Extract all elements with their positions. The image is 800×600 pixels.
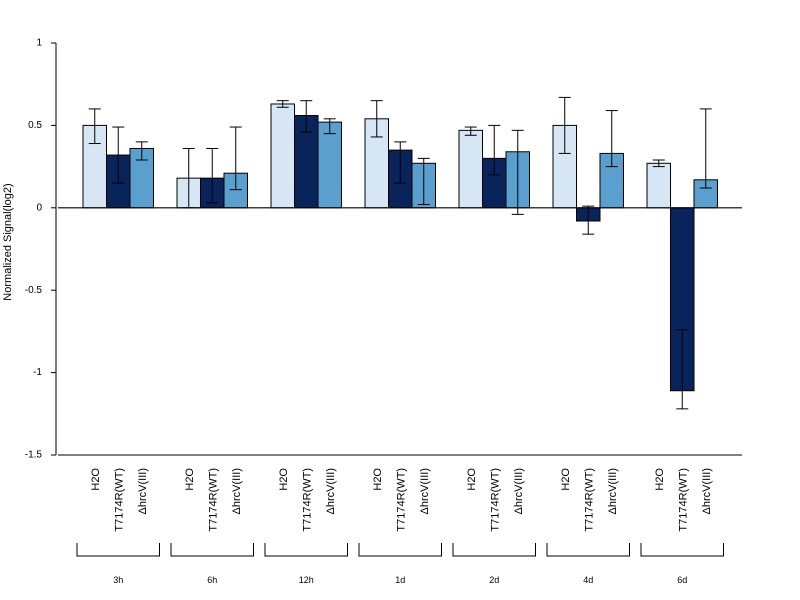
- category-label: H2O: [560, 468, 572, 491]
- category-label: T7174R(WT): [207, 468, 219, 532]
- group-label: 1d: [395, 575, 405, 585]
- category-label: ΔhrcV(III): [325, 468, 337, 514]
- group-bracket: [452, 543, 536, 557]
- category-label: T7174R(WT): [113, 468, 125, 532]
- group-label: 6d: [677, 575, 687, 585]
- category-label: H2O: [184, 468, 196, 491]
- category-label: ΔhrcV(III): [513, 468, 525, 514]
- category-label: H2O: [466, 468, 478, 491]
- y-axis: 1 0.5 0 -0.5 -1 -1.5: [25, 38, 57, 461]
- y-tick-label: 0: [36, 202, 42, 213]
- category-label: T7174R(WT): [677, 468, 689, 532]
- category-label: H2O: [372, 468, 384, 491]
- error-bars-layer: [88, 96, 712, 410]
- y-tick-label: 0.5: [28, 120, 42, 131]
- y-tick-label: 1: [36, 38, 42, 49]
- group-bracket: [76, 543, 160, 557]
- category-label: H2O: [278, 468, 290, 491]
- bars-layer: [82, 103, 718, 392]
- group-label: 3h: [113, 575, 123, 585]
- category-labels: H2O T7174R(WT) ΔhrcV(III) H2O T7174R(WT) Δhrc…: [90, 468, 713, 532]
- zero-line-layer: [58, 207, 742, 456]
- category-label: ΔhrcV(III): [137, 468, 149, 514]
- category-label: T7174R(WT): [489, 468, 501, 532]
- group-label: 6h: [207, 575, 217, 585]
- bar: [646, 162, 671, 209]
- group-bracket: [170, 543, 254, 557]
- bar: [458, 129, 483, 209]
- group-labels: 3h 6h 12h 1d 2d 4d 6d: [76, 543, 724, 585]
- category-label: ΔhrcV(III): [419, 468, 431, 514]
- group-label: 4d: [583, 575, 593, 585]
- group-label: 12h: [299, 575, 314, 585]
- category-label: H2O: [654, 468, 666, 491]
- category-label: ΔhrcV(III): [701, 468, 713, 514]
- group-bracket: [640, 543, 724, 557]
- category-label: T7174R(WT): [301, 468, 313, 532]
- category-label: T7174R(WT): [583, 468, 595, 532]
- category-label: T7174R(WT): [395, 468, 407, 532]
- y-tick-label: -1.5: [25, 450, 43, 461]
- category-label: H2O: [90, 468, 102, 491]
- group-bracket: [358, 543, 442, 557]
- group-label: 2d: [489, 575, 499, 585]
- category-label: ΔhrcV(III): [231, 468, 243, 514]
- y-tick-label: -1: [33, 367, 42, 378]
- group-bracket: [546, 543, 630, 557]
- bar: [317, 121, 342, 209]
- category-label: ΔhrcV(III): [607, 468, 619, 514]
- y-axis-label: Normalized Signal(log2): [2, 183, 14, 300]
- bar: [270, 103, 295, 209]
- y-tick-label: -0.5: [25, 285, 43, 296]
- group-bracket: [264, 543, 348, 557]
